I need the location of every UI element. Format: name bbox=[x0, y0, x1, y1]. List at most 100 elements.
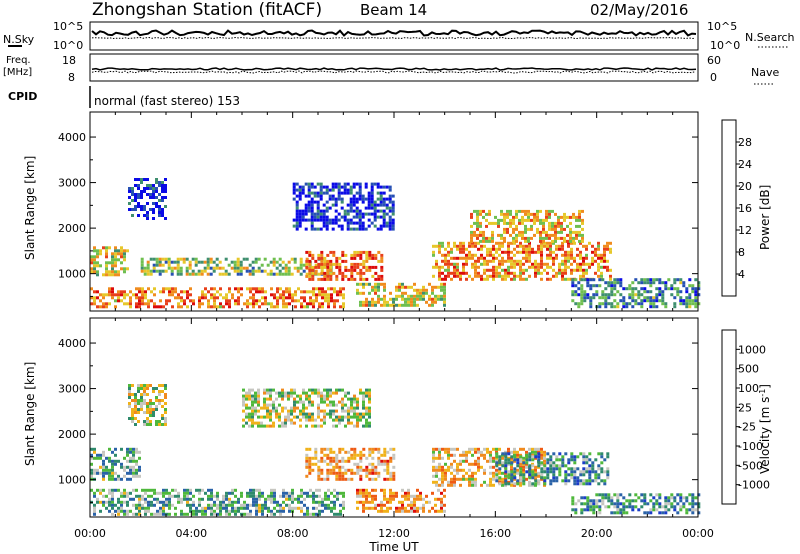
power-cell-5 bbox=[349, 191, 353, 195]
power-cell-8 bbox=[542, 227, 545, 231]
power-cell-1 bbox=[96, 273, 99, 277]
power-cell-0 bbox=[210, 287, 213, 291]
velocity-cell-3 bbox=[269, 418, 272, 422]
velocity-cell-2 bbox=[161, 405, 164, 408]
velocity-cell-7 bbox=[576, 479, 580, 483]
power-cell-7 bbox=[471, 256, 474, 260]
velocity-cell-5 bbox=[380, 500, 383, 504]
velocity-cell-0 bbox=[96, 500, 99, 504]
power-cell-0 bbox=[96, 305, 99, 309]
velocity-cell-0 bbox=[306, 512, 309, 516]
power-cell-7 bbox=[444, 262, 447, 266]
power-cell-3 bbox=[269, 260, 273, 264]
power-cell-5 bbox=[343, 212, 347, 216]
power-cell-8 bbox=[572, 230, 575, 234]
power-cell-7 bbox=[591, 244, 594, 248]
velocity-cell-0 bbox=[249, 503, 252, 507]
power-cell-0 bbox=[192, 299, 195, 303]
power-cell-9 bbox=[688, 293, 692, 297]
power-cell-8 bbox=[482, 215, 485, 219]
velocity-cell-7 bbox=[531, 464, 535, 468]
velocity-cell-1 bbox=[90, 474, 93, 478]
velocity-cell-3 bbox=[254, 394, 257, 398]
power-cell-3 bbox=[278, 269, 282, 273]
power-cell-5 bbox=[310, 224, 314, 228]
power-cell-7 bbox=[465, 277, 468, 281]
velocity-cell-7 bbox=[504, 452, 508, 456]
power-cell-4 bbox=[335, 277, 339, 281]
velocity-cell-2 bbox=[137, 399, 140, 402]
velocity-cell-6 bbox=[465, 453, 468, 457]
velocity-cell-5 bbox=[431, 491, 434, 495]
velocity-colorbar-label-3: 25 bbox=[738, 401, 752, 414]
velocity-cell-7 bbox=[525, 461, 529, 465]
velocity-cell-7 bbox=[498, 455, 502, 459]
power-cell-7 bbox=[585, 244, 588, 248]
velocity-cell-3 bbox=[302, 391, 305, 395]
power-cell-2 bbox=[134, 208, 137, 211]
velocity-cell-5 bbox=[401, 494, 404, 498]
velocity-cell-7 bbox=[513, 482, 517, 486]
power-cell-9 bbox=[643, 287, 647, 291]
power-cell-6 bbox=[422, 285, 425, 289]
velocity-cell-7 bbox=[543, 476, 547, 480]
velocity-cell-8 bbox=[664, 496, 668, 500]
velocity-cell-7 bbox=[522, 461, 526, 465]
power-cell-5 bbox=[328, 188, 332, 192]
power-cell-0 bbox=[189, 293, 192, 297]
power-cell-8 bbox=[527, 227, 530, 231]
power-cell-9 bbox=[613, 299, 617, 303]
velocity-cell-8 bbox=[685, 496, 689, 500]
velocity-cell-6 bbox=[522, 447, 525, 451]
velocity-cell-7 bbox=[540, 470, 544, 474]
velocity-cell-8 bbox=[679, 508, 683, 512]
velocity-cell-3 bbox=[353, 409, 356, 413]
velocity-cell-0 bbox=[243, 500, 246, 504]
velocity-cell-3 bbox=[287, 397, 290, 401]
power-cell-0 bbox=[141, 290, 144, 294]
power-cell-4 bbox=[374, 265, 378, 269]
power-cell-1 bbox=[123, 252, 126, 256]
power-cell-7 bbox=[492, 256, 495, 260]
velocity-cell-3 bbox=[320, 400, 323, 404]
power-cell-5 bbox=[343, 182, 347, 186]
power-cell-9 bbox=[619, 284, 623, 288]
power-cell-9 bbox=[616, 302, 620, 306]
velocity-cell-1 bbox=[108, 471, 111, 475]
power-cell-7 bbox=[447, 253, 450, 257]
power-cell-0 bbox=[336, 293, 339, 297]
power-cell-8 bbox=[539, 236, 542, 240]
velocity-cell-1 bbox=[102, 465, 105, 469]
velocity-cell-1 bbox=[135, 459, 138, 463]
power-cell-5 bbox=[349, 197, 353, 201]
power-cell-0 bbox=[126, 302, 129, 306]
velocity-cell-6 bbox=[453, 453, 456, 457]
velocity-cell-4 bbox=[341, 465, 345, 469]
power-cell-7 bbox=[441, 271, 444, 275]
power-cell-8 bbox=[536, 230, 539, 234]
velocity-cell-6 bbox=[519, 447, 522, 451]
power-cell-3 bbox=[218, 272, 222, 276]
velocity-cell-4 bbox=[359, 459, 363, 463]
velocity-cell-6 bbox=[441, 456, 444, 460]
power-cell-5 bbox=[391, 200, 395, 204]
power-cell-9 bbox=[634, 293, 638, 297]
power-cell-7 bbox=[462, 241, 465, 245]
velocity-cell-0 bbox=[189, 497, 192, 501]
power-cell-7 bbox=[582, 256, 585, 260]
velocity-cell-4 bbox=[341, 456, 345, 460]
velocity-cell-5 bbox=[374, 497, 377, 501]
velocity-cell-0 bbox=[309, 512, 312, 516]
power-cell-9 bbox=[592, 296, 596, 300]
velocity-cell-3 bbox=[347, 412, 350, 416]
power-cell-7 bbox=[504, 277, 507, 281]
velocity-cell-7 bbox=[603, 479, 607, 483]
velocity-cell-3 bbox=[248, 415, 251, 419]
velocity-cell-0 bbox=[264, 500, 267, 504]
velocity-cell-0 bbox=[222, 497, 225, 501]
power-cell-0 bbox=[108, 287, 111, 291]
power-cell-7 bbox=[561, 268, 564, 272]
velocity-cell-0 bbox=[228, 500, 231, 504]
power-cell-7 bbox=[492, 277, 495, 281]
power-cell-6 bbox=[362, 291, 365, 295]
